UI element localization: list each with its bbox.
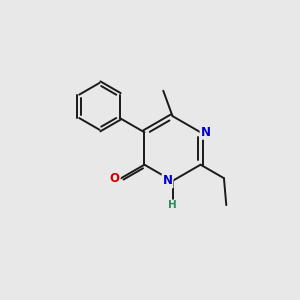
Text: H: H [168,200,177,210]
Text: N: N [201,126,211,139]
Text: O: O [110,172,120,185]
Text: N: N [163,174,172,188]
